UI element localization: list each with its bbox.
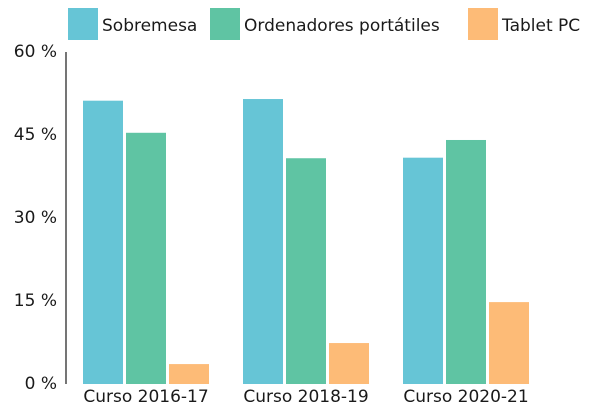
y-tick-label: 30 % — [14, 208, 57, 228]
bar — [243, 99, 283, 385]
x-tick-label: Curso 2020-21 — [403, 387, 528, 407]
bar — [286, 158, 326, 384]
legend-label: Tablet PC — [501, 16, 580, 36]
bar — [329, 343, 369, 384]
bar — [126, 132, 166, 384]
bar — [446, 139, 486, 384]
x-tick-label: Curso 2018-19 — [243, 387, 368, 407]
bar — [169, 364, 209, 384]
bar — [83, 100, 123, 385]
legend-swatch — [210, 8, 240, 40]
y-tick-label: 45 % — [14, 125, 57, 145]
legend-swatch — [468, 8, 498, 40]
legend-label: Ordenadores portátiles — [244, 16, 440, 36]
y-tick-label: 0 % — [25, 374, 57, 394]
bar — [489, 302, 529, 384]
x-tick-label: Curso 2016-17 — [83, 387, 208, 407]
y-tick-label: 60 % — [14, 42, 57, 62]
legend-label: Sobremesa — [102, 16, 197, 36]
y-tick-label: 15 % — [14, 291, 57, 311]
bar — [403, 157, 443, 384]
legend-swatch — [68, 8, 98, 40]
